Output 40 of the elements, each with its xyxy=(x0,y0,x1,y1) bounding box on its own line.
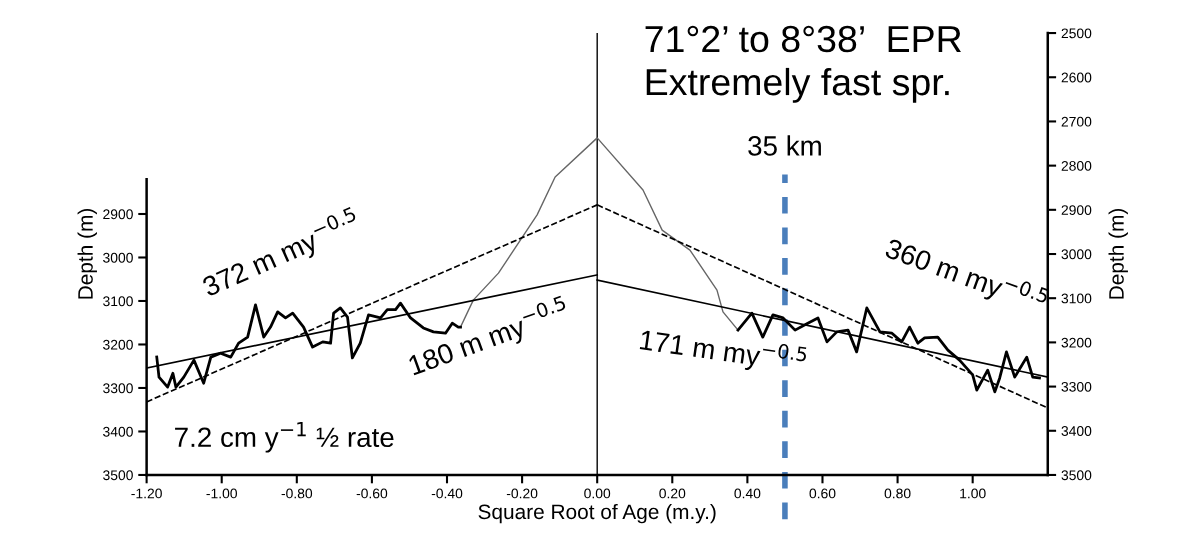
y-tick-label: 3100 xyxy=(103,296,133,307)
y-tick-label: 3200 xyxy=(103,339,133,350)
annotation: 180 m my$^{−0.5}$ xyxy=(405,295,572,381)
y2-tick-label: 2800 xyxy=(1061,160,1092,171)
y2-tick-label: 3400 xyxy=(1061,426,1092,436)
chart-title: 71°2’ to 8°38’ EPR Extremely fast spr. xyxy=(645,25,961,103)
x-tick-label: 0.40 xyxy=(734,488,761,499)
x-tick-label: 0.80 xyxy=(884,488,911,499)
x-tick-label: -1.00 xyxy=(206,488,237,499)
y-tick-label: 2900 xyxy=(103,209,133,220)
annotation: 7.2 cm y$^{−1}$ ½ rate xyxy=(175,422,394,453)
x-tick-label: 1.00 xyxy=(960,488,986,499)
annotation: 372 m my$^{−0.5}$ xyxy=(198,206,364,303)
annotation: 171 m my$^{−0.5}$ xyxy=(639,324,808,378)
y2-tick-label: 3200 xyxy=(1061,337,1092,348)
x-tick-label: 0.20 xyxy=(659,488,686,499)
y2-tick-label: 3300 xyxy=(1061,381,1092,392)
y-tick-label: 3000 xyxy=(103,252,133,263)
x-tick-label: -0.20 xyxy=(506,488,538,499)
y2-tick-label: 2900 xyxy=(1061,205,1092,215)
y-tick-label: 3500 xyxy=(103,470,133,481)
y2-tick-label: 3100 xyxy=(1061,293,1092,304)
x-tick-label: -0.40 xyxy=(431,488,463,499)
y2-tick-label: 2700 xyxy=(1061,116,1092,127)
y2-tick-label: 2600 xyxy=(1061,72,1092,83)
x-tick-label: -0.80 xyxy=(281,488,313,499)
y2-tick-label: 3500 xyxy=(1061,470,1092,481)
y2-tick-label: 3000 xyxy=(1061,249,1092,260)
annotation: 360 m my$^{−0.5}$ xyxy=(882,232,1050,319)
y2-tick-label: 2500 xyxy=(1061,28,1092,39)
x-tick-label: -1.20 xyxy=(131,488,162,499)
y-tick-label: 3400 xyxy=(103,426,133,437)
y-axis-title: Depth (m) xyxy=(77,209,97,299)
y-tick-label: 3300 xyxy=(103,383,133,394)
x-tick-label: 0.00 xyxy=(584,488,611,499)
y2-axis-title: Depth (m) xyxy=(1108,209,1128,299)
x-axis-title: Square Root of Age (m.y.) xyxy=(478,503,716,524)
x-tick-label: 0.60 xyxy=(809,488,836,499)
ref-line-label: 35 km xyxy=(748,135,821,156)
x-tick-label: -0.60 xyxy=(356,488,388,499)
